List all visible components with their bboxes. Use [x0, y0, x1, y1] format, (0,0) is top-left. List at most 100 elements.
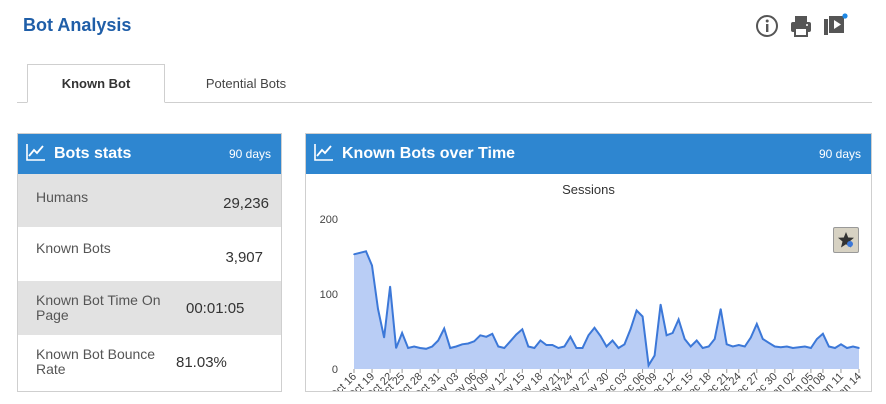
data-point: [509, 340, 512, 343]
data-point: [383, 336, 385, 339]
data-point: [467, 342, 469, 345]
data-point: [828, 345, 830, 348]
info-icon[interactable]: [754, 13, 780, 39]
data-point: [653, 354, 656, 357]
print-icon[interactable]: [788, 13, 814, 39]
data-point: [834, 347, 836, 349]
data-point: [401, 332, 403, 334]
stat-value: 81.03%: [176, 353, 227, 371]
chart-line-icon: [314, 143, 334, 166]
data-point: [798, 346, 800, 349]
data-point: [774, 345, 776, 348]
data-point: [635, 309, 638, 312]
data-point: [407, 347, 409, 349]
data-point: [491, 333, 494, 335]
data-point: [792, 347, 794, 349]
data-point: [545, 344, 548, 346]
y-tick-label: 0: [332, 364, 338, 376]
data-point: [527, 345, 530, 348]
data-point: [413, 345, 415, 348]
data-point: [852, 345, 854, 348]
data-point: [497, 345, 500, 348]
page-title: Bot Analysis: [23, 15, 132, 35]
data-point: [641, 315, 644, 318]
data-point: [671, 332, 674, 334]
tab-potential-bots[interactable]: Potential Bots: [205, 75, 287, 91]
data-point: [437, 339, 439, 342]
stat-row-bounce-rate: Known Bot Bounce Rate 81.03%: [18, 335, 281, 389]
video-play-icon[interactable]: [822, 13, 848, 39]
data-point: [377, 308, 379, 310]
data-point: [707, 345, 710, 348]
data-point: [593, 327, 596, 329]
stat-value: 00:01:05: [186, 299, 245, 317]
data-point: [443, 327, 445, 330]
data-point: [786, 345, 788, 348]
data-point: [419, 347, 421, 349]
stat-label: Known Bot Bounce Rate: [36, 346, 156, 377]
series-area: [354, 251, 859, 369]
data-point: [725, 343, 728, 346]
data-point: [353, 253, 355, 256]
data-point: [533, 347, 536, 349]
bots-stats-panel: Bots stats 90 days Humans 29,236 Known B…: [17, 133, 282, 392]
stat-row-known-bots: Known Bots 3,907: [18, 227, 281, 281]
data-point: [587, 334, 590, 337]
data-point: [521, 328, 524, 331]
data-point: [503, 347, 506, 349]
bots-stats-period: 90 days: [228, 147, 271, 161]
data-point: [677, 318, 680, 321]
data-point: [750, 336, 752, 339]
data-point: [371, 264, 373, 267]
data-point: [539, 339, 542, 342]
data-point: [719, 308, 722, 310]
data-point: [701, 347, 704, 349]
data-point: [365, 250, 367, 253]
chart-line-icon: [26, 143, 46, 166]
stat-label: Humans: [36, 189, 89, 205]
data-point: [683, 338, 686, 340]
data-point: [563, 345, 566, 348]
data-point: [762, 338, 764, 340]
tab-known-bot[interactable]: Known Bot: [27, 64, 165, 103]
data-point: [557, 347, 560, 349]
data-point: [425, 348, 427, 350]
data-point: [822, 333, 824, 335]
data-point: [846, 347, 848, 349]
stat-label: Known Bots: [36, 240, 111, 256]
y-tick-label: 200: [320, 214, 338, 226]
header-actions: [754, 13, 848, 39]
data-point: [485, 336, 488, 338]
data-point: [732, 345, 734, 348]
data-point: [599, 335, 602, 337]
bots-stats-title: Bots stats: [54, 145, 132, 162]
chart-area: Sessions 0 100 200 Oct 16 Oct 19 Oct 22 Oct 25…: [306, 174, 871, 391]
data-point: [768, 342, 770, 344]
stat-label: Known Bot Time On Page: [36, 292, 161, 323]
stat-value: 29,236: [223, 195, 269, 212]
stat-row-time-on-page: Known Bot Time On Page 00:01:05: [18, 281, 281, 335]
data-point: [810, 347, 812, 349]
data-point: [395, 347, 397, 349]
data-point: [804, 345, 806, 348]
y-tick-label: 100: [320, 289, 338, 301]
favorite-star-button[interactable]: [833, 227, 859, 253]
tab-divider: [17, 102, 872, 103]
data-point: [581, 347, 584, 349]
data-point: [473, 340, 475, 343]
data-point: [551, 344, 554, 346]
data-point: [623, 343, 626, 346]
data-point: [605, 345, 608, 348]
data-point: [611, 339, 614, 342]
data-point: [659, 303, 662, 306]
data-point: [575, 347, 578, 349]
data-point: [780, 346, 782, 349]
data-point: [816, 338, 818, 340]
data-point: [858, 347, 860, 349]
data-point: [479, 334, 482, 337]
data-point: [695, 339, 698, 342]
data-point: [756, 323, 758, 325]
known-bots-chart-panel: Known Bots over Time 90 days Sessions 0 1…: [305, 133, 872, 392]
data-point: [449, 347, 451, 349]
